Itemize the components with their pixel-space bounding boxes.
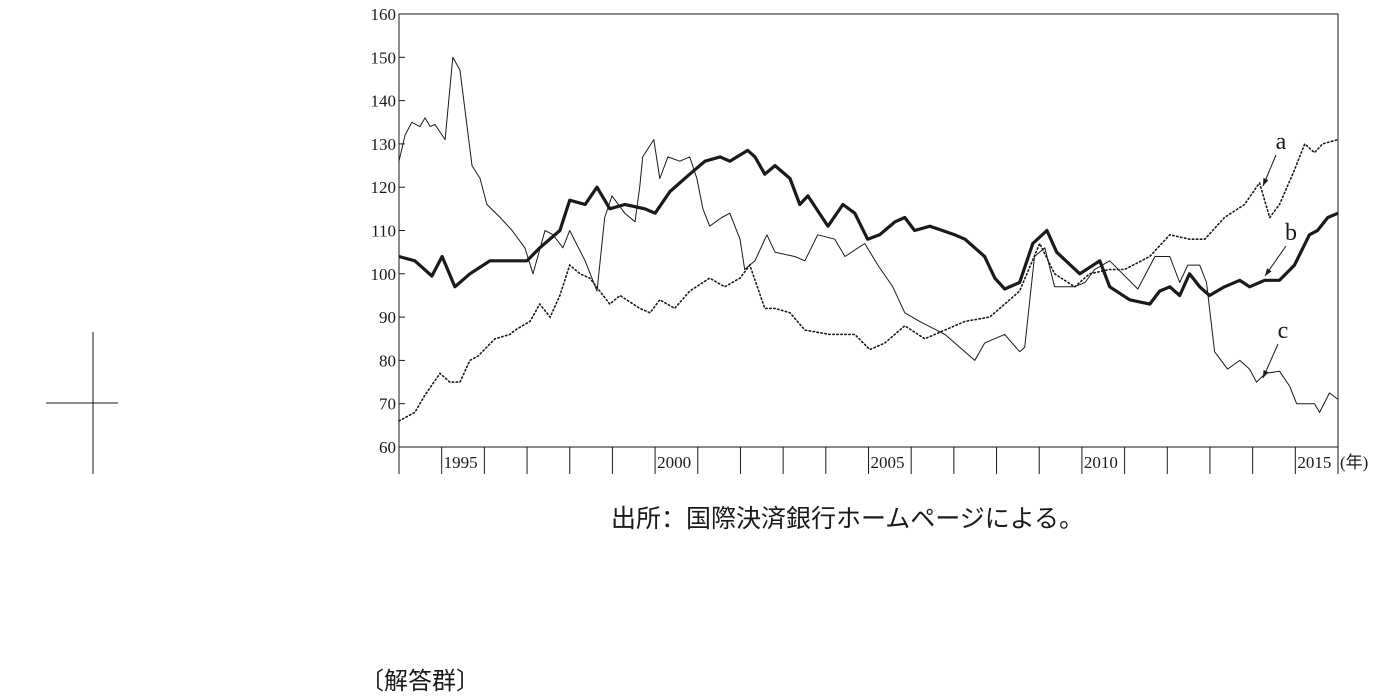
- y-tick-label: 130: [371, 135, 397, 154]
- series-line: [398, 56, 1339, 413]
- y-tick-label: 90: [379, 308, 396, 327]
- source-note: 出所：国際決済銀行ホームページによる。: [611, 505, 1084, 533]
- y-tick-label: 100: [371, 265, 397, 284]
- y-tick-label: 150: [371, 48, 397, 67]
- x-tick-label: 2010: [1084, 453, 1118, 472]
- series-line: [398, 138, 1339, 422]
- arrow-head: [1263, 370, 1269, 378]
- y-tick-label: 140: [371, 92, 397, 111]
- y-tick-label: 70: [379, 395, 396, 414]
- series-label: b: [1285, 220, 1297, 246]
- x-tick-label: 2015: [1297, 453, 1331, 472]
- y-tick-label: 160: [371, 5, 397, 24]
- arrow-head: [1265, 268, 1272, 276]
- x-unit: (年): [1340, 453, 1368, 472]
- series-label: c: [1278, 318, 1289, 344]
- y-tick-label: 80: [379, 351, 396, 370]
- y-tick-label: 120: [371, 178, 397, 197]
- series-label: a: [1276, 129, 1287, 155]
- y-tick-label: 110: [371, 222, 396, 241]
- x-tick-label: 1995: [444, 453, 478, 472]
- crosshair: [46, 332, 118, 474]
- answer-group-heading: 〔解答群〕: [360, 668, 480, 695]
- x-tick-label: 2005: [871, 453, 905, 472]
- series-line: [398, 148, 1339, 306]
- x-tick-label: 2000: [657, 453, 691, 472]
- arrow-head: [1263, 178, 1269, 186]
- y-tick-label: 60: [379, 438, 396, 457]
- plot-frame: [398, 13, 1339, 448]
